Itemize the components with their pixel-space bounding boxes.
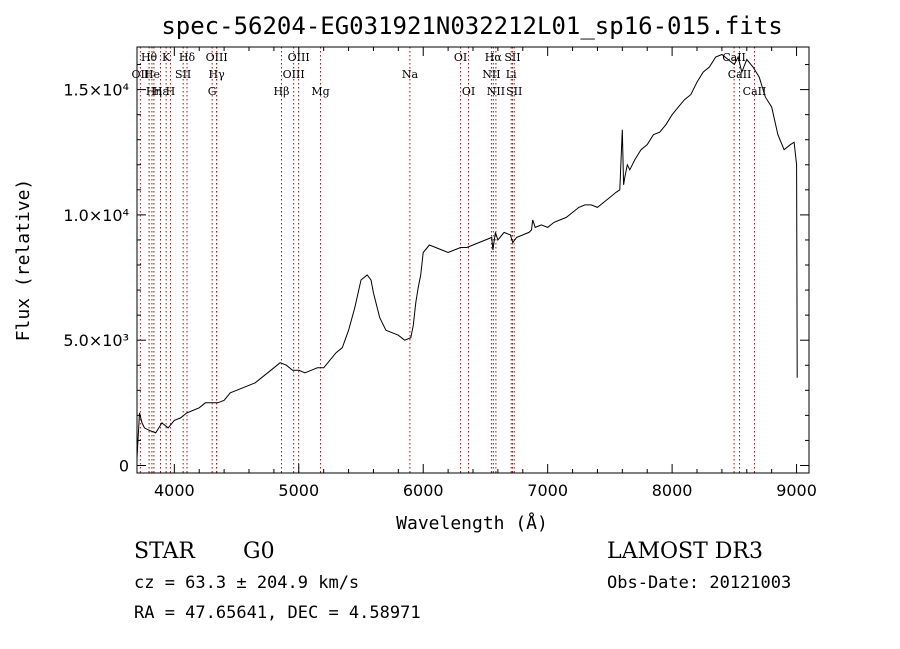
line-marker-label: SII	[175, 68, 191, 81]
y-axis-label: Flux (relative)	[13, 179, 34, 342]
coordinates: RA = 47.65641, DEC = 4.58971	[134, 603, 421, 623]
line-marker-label: NII	[482, 68, 500, 81]
line-marker-label: Hθ	[141, 51, 158, 64]
chart-title: spec-56204-EG031921N032212L01_sp16-015.f…	[161, 12, 782, 40]
line-marker-label: Hδ	[179, 51, 196, 64]
y-tick-label: 0	[119, 456, 129, 475]
x-tick-label: 8000	[652, 481, 693, 500]
y-tick-label: 1.5×10⁴	[63, 81, 129, 100]
line-marker-label: CaII	[743, 85, 767, 98]
line-marker-label: OIII	[283, 68, 305, 81]
spectrum-line	[136, 53, 798, 459]
line-marker-label: Hη	[146, 85, 162, 98]
object-class: STAR	[134, 539, 195, 564]
y-tick-label: 1.0×10⁴	[63, 206, 129, 225]
line-marker-label: NII	[487, 85, 505, 98]
x-tick-label: 9000	[776, 481, 817, 500]
line-marker-label: OIII	[288, 51, 310, 64]
spectral-subclass: G0	[243, 539, 275, 564]
line-marker-label: Li	[506, 68, 517, 81]
y-tick-label: 5.0×10³	[63, 331, 129, 350]
line-marker-label: H	[166, 85, 176, 98]
line-marker-label: Mg	[311, 85, 329, 98]
x-tick-label: 5000	[278, 481, 319, 500]
line-marker-label: CaII	[728, 68, 752, 81]
x-axis-ticks: 4000 5000 6000 7000 8000 9000	[154, 47, 817, 500]
line-marker-label: Na	[402, 68, 419, 81]
line-marker-label: Hγ	[209, 68, 226, 81]
line-marker-label: OII	[132, 68, 150, 81]
redshift-cz: cz = 63.3 ± 204.9 km/s	[134, 573, 360, 593]
line-marker-label: OI	[454, 51, 467, 64]
y-axis-ticks: 0 5.0×10³ 1.0×10⁴ 1.5×10⁴	[63, 64, 809, 475]
line-marker-label: Hε	[153, 85, 169, 98]
x-tick-label: 4000	[154, 481, 195, 500]
survey-name: LAMOST DR3	[607, 539, 763, 564]
line-marker-label: G	[208, 85, 217, 98]
x-axis-label: Wavelength (Å)	[396, 512, 548, 534]
line-marker-label: Hα	[485, 51, 503, 64]
line-marker-label: OIII	[206, 51, 228, 64]
line-marker-label: SII	[506, 85, 522, 98]
line-marker-label: CaII	[722, 51, 746, 64]
line-marker-label: K	[162, 51, 171, 64]
obs-date: Obs-Date: 20121003	[607, 573, 792, 593]
line-marker-label: Hβ	[274, 85, 290, 98]
plot-frame	[136, 46, 810, 474]
line-marker-label: He	[144, 68, 160, 81]
x-tick-label: 6000	[403, 481, 444, 500]
line-marker-label: OI	[462, 85, 475, 98]
x-tick-label: 7000	[527, 481, 568, 500]
line-marker-label: SII	[504, 51, 520, 64]
line-marker-group	[139, 47, 755, 473]
